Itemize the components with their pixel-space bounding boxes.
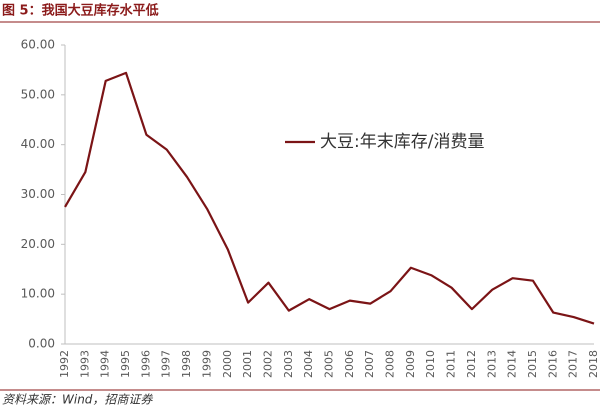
x-tick-label: 2016 xyxy=(546,350,559,378)
x-tick-label: 2003 xyxy=(282,350,295,378)
x-tick-label: 2004 xyxy=(302,350,315,378)
x-tick-label: 1995 xyxy=(119,350,132,378)
x-tick-label: 2002 xyxy=(261,350,274,378)
data-line xyxy=(64,71,595,325)
x-tick-label: 2009 xyxy=(404,350,417,378)
x-tick-label: 2010 xyxy=(424,350,437,378)
x-tick-label: 2000 xyxy=(221,350,234,378)
x-tick-label: 2012 xyxy=(465,350,478,378)
x-tick-label: 2008 xyxy=(384,350,397,378)
x-tick-label: 1999 xyxy=(200,350,213,378)
x-tick-label: 1997 xyxy=(160,350,173,378)
x-tick-label: 2011 xyxy=(445,350,458,378)
x-tick-label: 1994 xyxy=(99,350,112,378)
y-tick-label: 0.00 xyxy=(28,337,55,351)
y-tick-label: 40.00 xyxy=(21,137,55,151)
x-tick-label: 2001 xyxy=(241,350,254,378)
x-tick-label: 2007 xyxy=(363,350,376,378)
x-tick-label: 1996 xyxy=(139,350,152,378)
x-tick-label: 1998 xyxy=(180,350,193,378)
chart-title: 图 5：我国大豆库存水平低 xyxy=(2,3,159,19)
x-tick-label: 2017 xyxy=(567,350,580,378)
x-tick-label: 2013 xyxy=(485,350,498,378)
y-tick-label: 30.00 xyxy=(21,187,55,201)
x-tick-label: 2014 xyxy=(506,350,519,378)
y-tick-label: 10.00 xyxy=(21,287,55,301)
y-tick-label: 50.00 xyxy=(21,87,55,101)
x-tick-label: 2018 xyxy=(587,350,600,378)
x-tick-label: 1993 xyxy=(78,350,91,378)
legend-label: 大豆:年末库存/消费量 xyxy=(320,132,484,152)
x-tick-label: 2005 xyxy=(323,350,336,378)
x-tick-label: 2015 xyxy=(526,350,539,378)
y-tick-label: 60.00 xyxy=(21,38,55,52)
x-tick-label: 1992 xyxy=(58,350,71,378)
source-note: 资料来源：Wind，招商证券 xyxy=(2,393,153,407)
y-tick-label: 20.00 xyxy=(21,237,55,251)
x-tick-label: 2006 xyxy=(343,350,356,378)
